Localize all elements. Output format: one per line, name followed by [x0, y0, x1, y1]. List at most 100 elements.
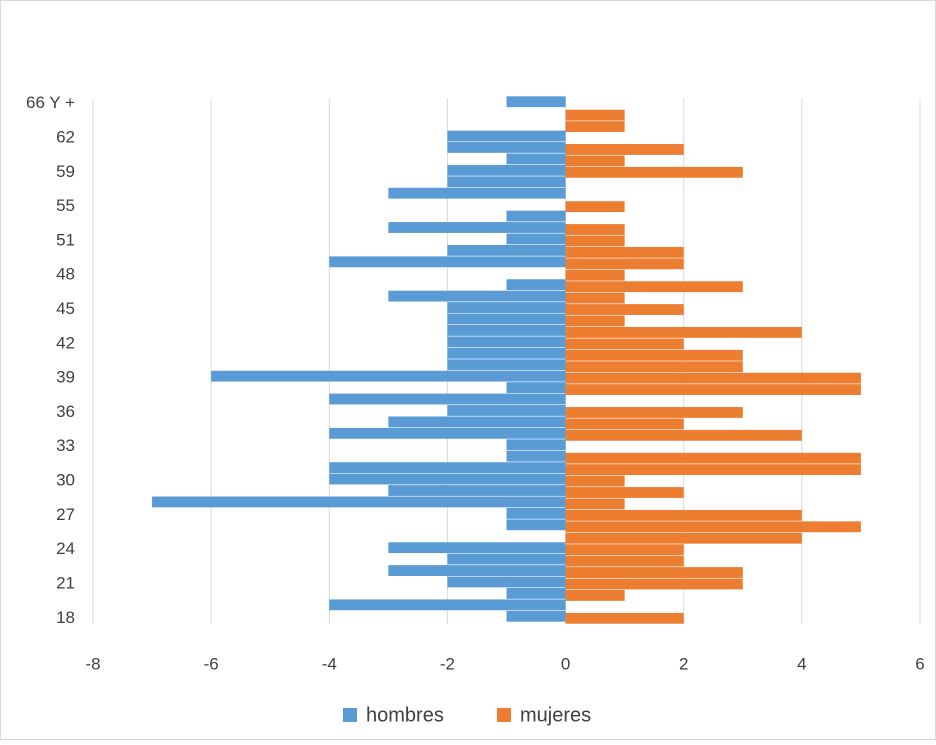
bar	[565, 144, 684, 155]
bar	[329, 462, 566, 474]
x-tick-label: -2	[440, 654, 455, 673]
x-tick-label: 0	[561, 654, 570, 673]
bar	[447, 347, 566, 359]
bar	[565, 452, 861, 464]
y-tick-label: 48	[56, 265, 75, 284]
bar	[565, 361, 743, 373]
bar	[565, 429, 802, 441]
bar	[447, 336, 566, 348]
bar	[388, 290, 566, 302]
y-tick-label: 39	[56, 368, 75, 387]
bar	[506, 279, 566, 291]
y-tick-label: 21	[56, 573, 75, 592]
x-tick-label: -6	[204, 654, 219, 673]
bar	[329, 256, 566, 268]
bar	[329, 473, 566, 485]
bar	[565, 567, 743, 578]
legend-swatch	[343, 708, 357, 722]
bar	[565, 487, 684, 498]
bar	[565, 281, 743, 293]
bar	[565, 121, 625, 133]
bar	[447, 302, 566, 313]
y-tick-label: 51	[56, 230, 75, 249]
bar	[329, 599, 566, 611]
bar	[211, 370, 566, 382]
bar	[506, 610, 566, 622]
bar	[565, 418, 684, 430]
x-tick-label: -8	[85, 654, 100, 673]
bar	[506, 507, 566, 519]
bar	[565, 269, 625, 281]
y-tick-label: 45	[56, 299, 75, 318]
bar	[447, 244, 566, 256]
bar	[565, 258, 684, 270]
bar	[329, 393, 566, 405]
bar	[447, 359, 566, 371]
bar	[565, 464, 861, 476]
bar	[388, 485, 566, 496]
bar	[565, 338, 684, 350]
x-tick-label: 6	[915, 654, 924, 673]
bar	[565, 578, 743, 590]
x-tick-label: 4	[797, 654, 806, 673]
bar	[447, 313, 566, 325]
bar	[565, 509, 802, 521]
bar	[506, 439, 566, 451]
bar	[565, 166, 743, 178]
bar	[565, 612, 684, 624]
bar	[447, 130, 566, 142]
bar	[565, 326, 802, 338]
bar	[506, 153, 566, 165]
bar	[506, 382, 566, 394]
bar	[388, 542, 566, 554]
bar	[565, 304, 684, 315]
bar	[565, 384, 861, 396]
bar	[565, 292, 625, 304]
bar	[447, 142, 566, 153]
legend-swatch	[497, 708, 511, 722]
y-tick-label: 30	[56, 471, 75, 490]
bar	[565, 235, 625, 247]
bar	[565, 544, 684, 556]
bar	[447, 176, 566, 188]
bar	[565, 349, 743, 361]
bar	[329, 427, 566, 439]
y-tick-label: 24	[56, 539, 75, 558]
y-tick-label: 66 Y +	[26, 93, 75, 112]
bar	[506, 96, 566, 108]
bar	[447, 576, 566, 588]
y-tick-label: 62	[56, 128, 75, 147]
y-tick-label: 59	[56, 162, 75, 181]
bar	[506, 233, 566, 245]
bar	[388, 416, 566, 428]
bar	[506, 210, 566, 222]
y-tick-label: 33	[56, 436, 75, 455]
bar	[565, 589, 625, 601]
bar	[565, 109, 625, 121]
bar	[565, 201, 625, 213]
bar	[565, 224, 625, 235]
bar	[388, 565, 566, 576]
bar	[565, 372, 861, 384]
bar	[447, 405, 566, 416]
y-tick-label: 18	[56, 608, 75, 627]
legend-label: hombres	[366, 704, 444, 726]
bar	[447, 324, 566, 336]
y-tick-label: 55	[56, 196, 75, 215]
bar	[565, 521, 861, 533]
x-tick-label: -4	[322, 654, 337, 673]
y-tick-label: 27	[56, 505, 75, 524]
bar	[565, 407, 743, 418]
bar	[388, 222, 566, 233]
bar	[152, 496, 566, 508]
bar	[506, 519, 566, 531]
bar	[565, 532, 802, 544]
bar	[565, 246, 684, 258]
bar	[506, 587, 566, 599]
bar	[388, 187, 566, 199]
bar	[565, 155, 625, 167]
bar	[506, 450, 566, 462]
x-tick-label: 2	[679, 654, 688, 673]
bar	[565, 315, 625, 327]
